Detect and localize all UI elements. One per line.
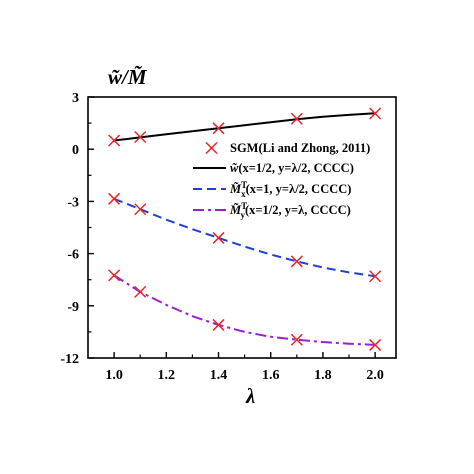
x-tick-label: 1.6 [262, 368, 280, 383]
data-point-marker [290, 112, 303, 125]
data-point-marker [369, 338, 382, 351]
series-layer [113, 112, 376, 346]
data-point-marker [134, 203, 147, 216]
data-point-marker [212, 122, 225, 135]
axes: 3 0 -3 -6 -9 -12 1.0 1.2 1.4 1.6 1.8 2.0 [60, 91, 397, 383]
x-tick-label: 1.2 [158, 368, 176, 383]
data-point-marker [134, 130, 147, 144]
x-tick-label: 2.0 [366, 368, 384, 383]
y-tick-label: -12 [60, 352, 79, 367]
x-tick-label: 1.4 [210, 368, 228, 383]
data-point-marker [290, 255, 303, 268]
legend-label-0: w̃(x=1/2, y=λ/2, CCCC) [230, 161, 354, 175]
data-point-marker [369, 270, 382, 283]
x-tick-label: 1.8 [314, 368, 332, 383]
legend-label-2: M̃T y(x=1/2, y=λ, CCCC) [229, 201, 351, 220]
series-line-3 [113, 274, 376, 346]
legend: SGM(Li and Zhong, 2011) w̃(x=1/2, y=λ/2, … [193, 141, 370, 220]
y-tick-label: 3 [72, 91, 79, 106]
data-point-marker [108, 269, 121, 282]
y-tick-label: 0 [72, 143, 79, 158]
x-tick-label: 1.0 [105, 368, 123, 383]
data-point-marker [290, 333, 303, 346]
data-point-marker [108, 134, 121, 147]
legend-label-1: M̃T x(x=1, y=λ/2, CCCC) [229, 180, 351, 199]
y-tick-label: -6 [67, 248, 79, 263]
y-axis-label: w̃/M̃ [108, 65, 148, 89]
data-point-marker [369, 107, 382, 120]
y-tick-label: -9 [67, 300, 79, 315]
data-point-marker [212, 231, 225, 244]
series-line-2 [113, 197, 376, 278]
data-point-marker [134, 285, 147, 298]
x-axis-label: λ [245, 384, 255, 408]
plot-frame [87, 96, 397, 359]
markers-layer [108, 107, 382, 351]
legend-label-sgm: SGM(Li and Zhong, 2011) [230, 141, 370, 155]
data-point-marker [212, 318, 225, 331]
data-point-marker [108, 192, 121, 205]
y-tick-label: -3 [67, 195, 79, 210]
series-line-1 [113, 112, 376, 142]
legend-marker-sgm [205, 141, 218, 155]
